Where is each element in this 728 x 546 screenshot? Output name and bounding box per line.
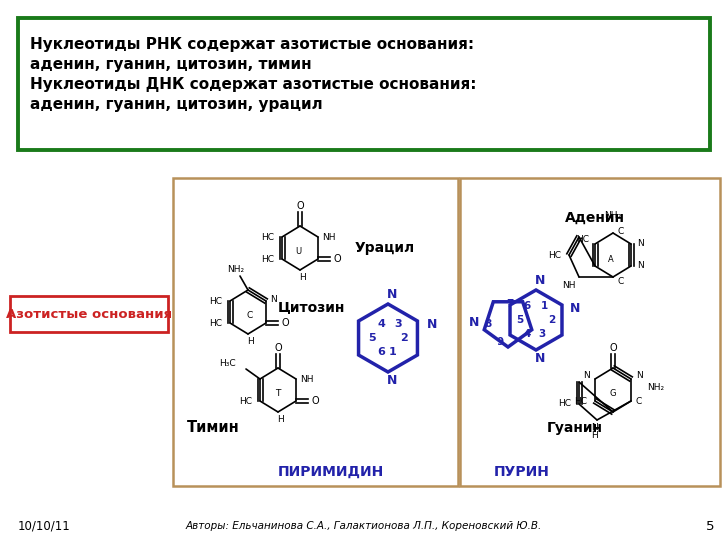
Text: N: N [427, 318, 438, 330]
Text: аденин, гуанин, цитозин, тимин: аденин, гуанин, цитозин, тимин [30, 57, 312, 73]
Text: Авторы: Ельчанинова С.А., Галактионова Л.П., Кореновский Ю.В.: Авторы: Ельчанинова С.А., Галактионова Л… [186, 521, 542, 531]
Text: O: O [296, 201, 304, 211]
Text: A: A [608, 254, 614, 264]
FancyBboxPatch shape [10, 296, 168, 332]
Text: HC: HC [576, 235, 589, 245]
Text: NH₂: NH₂ [604, 211, 622, 219]
Text: N: N [535, 353, 545, 365]
Text: 10/10/11: 10/10/11 [18, 519, 71, 532]
Text: U: U [295, 246, 301, 256]
Text: N: N [570, 301, 580, 314]
Text: NH: NH [300, 375, 314, 383]
Text: NH: NH [563, 281, 576, 289]
Text: N: N [270, 294, 277, 304]
Text: 1: 1 [389, 347, 397, 357]
Text: O: O [609, 343, 617, 353]
Text: H: H [277, 416, 283, 424]
Text: C: C [617, 227, 623, 235]
Text: Тимин: Тимин [186, 420, 240, 436]
Text: N: N [637, 262, 644, 270]
Text: N: N [592, 424, 598, 432]
Text: N: N [535, 275, 545, 288]
Text: H: H [592, 431, 598, 441]
Text: HC: HC [209, 296, 222, 306]
Text: 7: 7 [506, 299, 514, 309]
FancyBboxPatch shape [18, 18, 710, 150]
Text: 5: 5 [516, 315, 523, 325]
Text: HC: HC [239, 396, 252, 406]
Text: O: O [281, 318, 289, 328]
Text: Азотистые основания: Азотистые основания [6, 307, 172, 321]
Text: Гуанин: Гуанин [547, 421, 603, 435]
Text: N: N [469, 316, 479, 329]
Text: HC: HC [558, 400, 571, 408]
Text: T: T [275, 389, 281, 397]
Text: N: N [637, 240, 644, 248]
Text: 6: 6 [523, 301, 531, 311]
Text: 4: 4 [377, 319, 385, 329]
Text: Цитозин: Цитозин [278, 300, 345, 314]
Text: HC: HC [548, 251, 561, 259]
Text: HC: HC [209, 318, 222, 328]
Text: NH: NH [322, 233, 336, 241]
Text: 4: 4 [523, 329, 531, 339]
Text: O: O [274, 343, 282, 353]
Text: 9: 9 [496, 337, 504, 347]
Text: H₃C: H₃C [219, 359, 236, 369]
Text: N: N [387, 288, 397, 301]
Text: N: N [636, 371, 643, 379]
Text: N: N [387, 375, 397, 388]
Text: H: H [298, 274, 305, 282]
Text: Нуклеотиды ДНК содержат азотистые основания:: Нуклеотиды ДНК содержат азотистые основа… [30, 78, 477, 92]
Text: O: O [333, 254, 341, 264]
Text: C: C [636, 396, 642, 406]
Text: O: O [311, 396, 319, 406]
Text: ПУРИН: ПУРИН [494, 465, 550, 479]
Text: Аденин: Аденин [565, 211, 625, 225]
Text: 3: 3 [394, 319, 402, 329]
Text: 3: 3 [539, 329, 545, 339]
Text: NH₂: NH₂ [647, 383, 664, 391]
Text: 8: 8 [484, 319, 491, 329]
Text: HC: HC [261, 254, 274, 264]
FancyBboxPatch shape [173, 178, 458, 486]
Text: NH₂: NH₂ [227, 264, 245, 274]
FancyBboxPatch shape [460, 178, 720, 486]
Text: C: C [617, 276, 623, 286]
Text: H: H [247, 337, 253, 347]
Text: ПИРИМИДИН: ПИРИМИДИН [277, 465, 384, 479]
Text: N: N [583, 371, 590, 379]
Text: 5: 5 [368, 333, 376, 343]
Text: Нуклеотиды РНК содержат азотистые основания:: Нуклеотиды РНК содержат азотистые основа… [30, 38, 474, 52]
Text: HC: HC [261, 233, 274, 241]
Text: 6: 6 [377, 347, 385, 357]
Text: 5: 5 [705, 519, 714, 532]
Text: 2: 2 [548, 315, 555, 325]
Text: G: G [610, 389, 616, 399]
Text: Урацил: Урацил [355, 241, 415, 255]
Text: 1: 1 [540, 301, 547, 311]
Text: HC: HC [574, 396, 587, 406]
Text: 2: 2 [400, 333, 408, 343]
Text: аденин, гуанин, цитозин, урацил: аденин, гуанин, цитозин, урацил [30, 98, 323, 112]
Text: C: C [247, 311, 253, 319]
